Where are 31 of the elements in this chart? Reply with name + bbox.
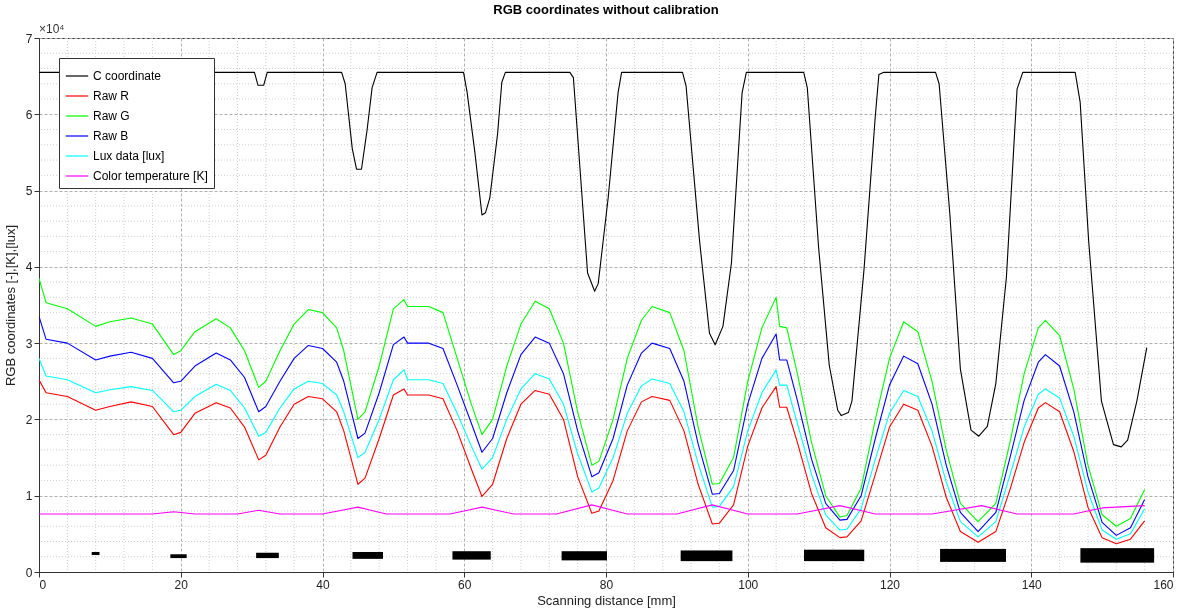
y-tick-label: 6 (25, 107, 33, 122)
x-tick-label: 80 (599, 577, 614, 592)
x-tick-label: 140 (1021, 577, 1043, 592)
y-tick-label: 1 (25, 489, 33, 504)
y-tick-label: 0 (25, 565, 33, 580)
y-axis-title: RGB coordinates [-],[K],[lux] (2, 224, 18, 387)
line-series (39, 315, 1146, 536)
legend-label: Raw G (93, 109, 130, 123)
x-tick-label: 100 (738, 577, 759, 592)
legend-label: Raw R (93, 89, 130, 103)
legend-label: C coordinate (93, 69, 162, 83)
x-tick-label: 120 (879, 577, 901, 592)
line-series (39, 504, 1146, 515)
x-tick-label: 20 (174, 577, 189, 592)
x-tick-label: 0 (39, 577, 47, 592)
y-tick-label: 5 (25, 184, 33, 199)
y-tick-label: 3 (25, 336, 33, 351)
y-tick-label: 4 (25, 260, 33, 275)
line-series (39, 71, 1148, 448)
x-tick-label: 60 (458, 577, 472, 592)
x-tick-label: 40 (316, 577, 330, 592)
chart-title: RGB coordinates without calibration (493, 2, 719, 17)
y-tick-label: 2 (25, 412, 33, 427)
x-axis-title: Scanning distance [mm] (537, 592, 676, 608)
legend-label: Raw B (93, 129, 129, 143)
text: ×10⁴ (39, 22, 65, 36)
legend-label: Lux data [lux] (93, 149, 165, 163)
y-tick-label: 7 (25, 31, 33, 46)
line-series (39, 277, 1146, 527)
x-tick-label: 160 (1153, 577, 1174, 592)
legend-label: Color temperature [K] (93, 169, 208, 183)
